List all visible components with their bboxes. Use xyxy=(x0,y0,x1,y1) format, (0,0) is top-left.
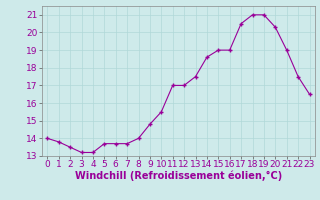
X-axis label: Windchill (Refroidissement éolien,°C): Windchill (Refroidissement éolien,°C) xyxy=(75,171,282,181)
